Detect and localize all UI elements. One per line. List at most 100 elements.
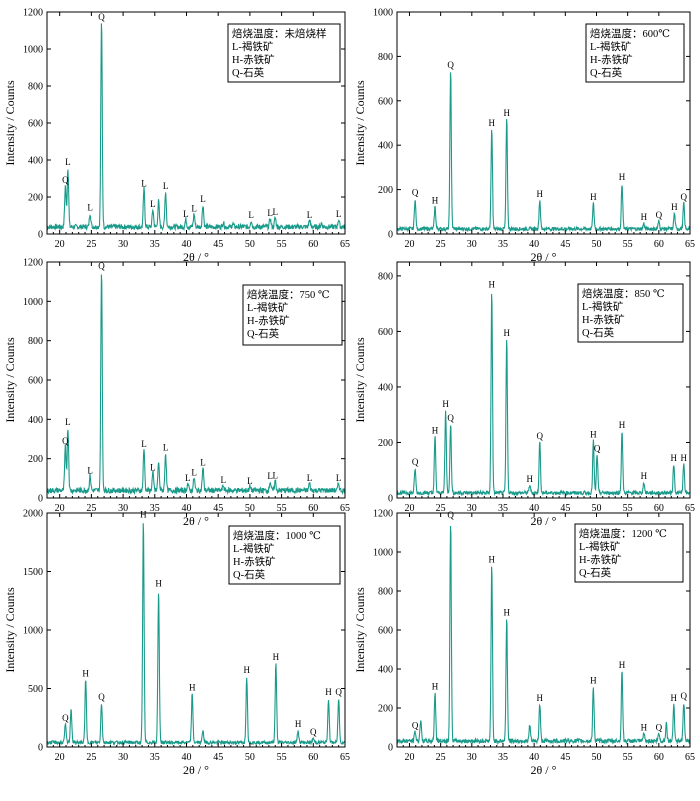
- legend-box: [577, 283, 684, 343]
- peak-label: L: [150, 462, 156, 472]
- legend-entry: H-赤铁矿: [590, 53, 633, 66]
- peak-label: L: [87, 203, 93, 213]
- y-tick-label: 0: [38, 743, 43, 754]
- peak-label: H: [489, 555, 496, 565]
- y-tick-label: 200: [378, 185, 393, 196]
- y-tick-label: 800: [28, 336, 43, 347]
- legend-entry: Q-石英: [582, 326, 615, 339]
- peak-label: L: [141, 439, 147, 449]
- plot-frame: [396, 261, 691, 499]
- x-tick-label: 25: [86, 239, 96, 250]
- peak-label: L: [336, 473, 342, 483]
- peak-label: H: [641, 722, 648, 732]
- chart-title: 焙烧温度：750 ℃: [247, 288, 330, 301]
- peak-label: L: [267, 208, 273, 218]
- y-tick-label: 600: [28, 376, 43, 387]
- x-tick-label: 40: [181, 752, 191, 763]
- x-tick-label: 40: [529, 239, 539, 250]
- x-tick-label: 65: [685, 752, 695, 763]
- y-tick-label: 0: [38, 230, 43, 241]
- peak-label: H: [189, 683, 196, 693]
- xrd-pattern-series: [396, 72, 691, 233]
- peak-label: H: [641, 471, 648, 481]
- x-axis-label: 2θ / °: [531, 514, 557, 528]
- x-tick-label: 40: [181, 239, 191, 250]
- peak-label: L: [183, 209, 189, 219]
- peak-label: Q: [412, 188, 419, 198]
- peak-label: Q: [335, 687, 342, 697]
- y-tick-label: 800: [28, 82, 43, 93]
- y-axis-label: Intensity / Counts: [3, 587, 17, 673]
- peak-label: H: [619, 172, 626, 182]
- y-tick-label: 200: [378, 704, 393, 715]
- y-axis-label: Intensity / Counts: [3, 337, 17, 423]
- x-tick-label: 45: [213, 503, 223, 514]
- x-tick-label: 50: [591, 503, 601, 514]
- peak-label: H: [432, 195, 439, 205]
- y-tick-label: 600: [378, 626, 393, 637]
- peak-label: Q: [98, 692, 105, 702]
- x-tick-label: 50: [591, 752, 601, 763]
- x-tick-label: 25: [436, 239, 446, 250]
- y-tick-label: 400: [28, 415, 43, 426]
- peak-label: L: [141, 178, 147, 188]
- peak-label: Q: [310, 727, 317, 737]
- y-tick-label: 1000: [23, 45, 43, 56]
- peak-label: L: [87, 465, 93, 475]
- peak-label: L: [247, 476, 253, 486]
- x-axis-label: 2θ / °: [531, 250, 557, 264]
- legend-entry: H-赤铁矿: [232, 53, 275, 66]
- peak-label: H: [325, 687, 332, 697]
- x-tick-label: 55: [623, 239, 633, 250]
- x-tick-label: 30: [118, 503, 128, 514]
- xrd-pattern-series: [46, 23, 346, 232]
- x-tick-label: 55: [623, 503, 633, 514]
- peak-label: Q: [412, 720, 419, 730]
- peak-label: L: [200, 457, 206, 467]
- x-tick-label: 20: [404, 239, 414, 250]
- y-tick-label: 1500: [23, 567, 43, 578]
- legend-box: [227, 23, 341, 83]
- x-tick-label: 30: [118, 239, 128, 250]
- x-tick-label: 35: [150, 239, 160, 250]
- chart-title: 焙烧温度：600℃: [590, 27, 670, 40]
- x-tick-label: 50: [591, 239, 601, 250]
- legend-box: [574, 523, 684, 583]
- peak-label: Q: [656, 210, 663, 220]
- x-tick-label: 55: [623, 752, 633, 763]
- x-tick-label: 60: [308, 239, 318, 250]
- y-tick-label: 500: [28, 684, 43, 695]
- legend-entry: L-褐铁矿: [233, 542, 274, 555]
- chart-title: 焙烧温度：未焙烧样: [232, 27, 327, 40]
- peak-label: L: [65, 157, 71, 167]
- peak-label: H: [671, 202, 678, 212]
- x-tick-label: 65: [340, 503, 350, 514]
- y-tick-label: 600: [378, 96, 393, 107]
- y-axis-label: Intensity / Counts: [3, 80, 17, 166]
- x-tick-label: 30: [467, 239, 477, 250]
- x-tick-label: 55: [277, 239, 287, 250]
- x-tick-label: 25: [436, 503, 446, 514]
- x-tick-label: 60: [308, 503, 318, 514]
- x-tick-label: 40: [529, 752, 539, 763]
- peak-label: Q: [447, 60, 454, 70]
- y-tick-label: 400: [378, 382, 393, 393]
- y-tick-label: 1000: [23, 297, 43, 308]
- y-axis-label: Intensity / Counts: [353, 337, 367, 423]
- y-tick-label: 1000: [373, 8, 393, 19]
- legend-box: [242, 284, 343, 346]
- peak-label: Q: [412, 457, 419, 467]
- xrd-pattern-series: [46, 274, 346, 496]
- x-tick-label: 55: [277, 503, 287, 514]
- legend-entry: Q-石英: [579, 566, 612, 579]
- peak-label: Q: [62, 175, 69, 185]
- peak-label: L: [267, 471, 273, 481]
- x-tick-label: 60: [654, 503, 664, 514]
- peak-label: H: [503, 607, 510, 617]
- peak-label: H: [295, 719, 302, 729]
- legend-entry: H-赤铁矿: [579, 553, 622, 566]
- legend-entry: Q-石英: [233, 568, 266, 581]
- peak-label: H: [503, 328, 510, 338]
- chart-title: 焙烧温度：850 ℃: [582, 287, 665, 300]
